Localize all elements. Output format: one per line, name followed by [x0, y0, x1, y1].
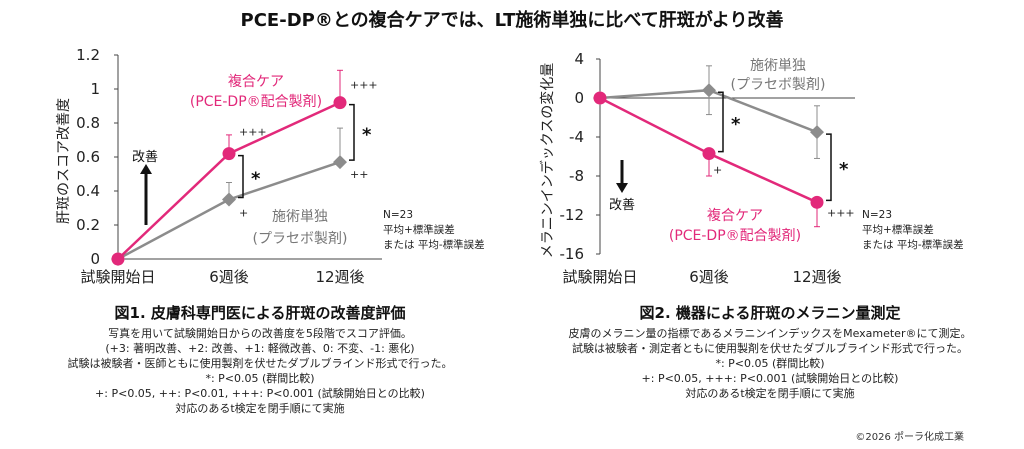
group-significance-mark: *	[731, 114, 741, 135]
stats-note: 平均+標準誤差	[862, 223, 934, 236]
x-tick-label: 試験開始日	[562, 268, 637, 286]
data-point-placebo	[702, 83, 716, 98]
y-tick-label: 0	[574, 89, 584, 107]
fig1-caption-line: *: P<0.05 (群間比較)	[205, 372, 315, 385]
x-tick-label: 12週後	[315, 268, 364, 286]
significance-mark: +++	[239, 126, 267, 139]
y-tick-label: 0.8	[76, 114, 100, 132]
y-axis-label: メラニンインデックスの変化量	[539, 63, 556, 259]
x-tick-label: 6週後	[209, 268, 249, 286]
group-significance-mark: *	[251, 169, 261, 190]
fig2-caption-line: +: P<0.05, +++: P<0.001 (試験開始日との比較)	[641, 372, 899, 385]
fig1-caption-line: +: P<0.05, ++: P<0.01, +++: P<0.001 (試験開…	[95, 387, 425, 400]
copyright: ©2026 ポーラ化成工業	[855, 432, 964, 443]
group-significance-bracket	[718, 91, 724, 153]
fig1-caption-line: (+3: 著明改善、+2: 改善、+1: 軽微改善、0: 不変、-1: 悪化)	[105, 342, 415, 355]
fig2-title: 図2. 機器による肝斑のメラニン量測定	[639, 304, 901, 322]
improvement-label: 改善	[132, 149, 158, 165]
y-tick-label: 0.4	[76, 182, 100, 200]
data-point-combo	[222, 147, 236, 161]
x-tick-label: 6週後	[689, 268, 729, 286]
significance-mark: +++	[350, 79, 378, 92]
improvement-label: 改善	[609, 197, 635, 213]
stats-note: 平均+標準誤差	[383, 223, 455, 236]
y-tick-label: 1	[90, 80, 100, 98]
data-point-combo	[702, 147, 716, 161]
data-point-placebo	[333, 155, 347, 170]
fig2-caption-line: 皮膚のメラニン量の指標であるメラニンインデックスをMexameter®にて測定。	[568, 327, 972, 340]
group-significance-bracket	[826, 133, 832, 202]
series-sublabel-combo: (PCE-DP®配合製剤)	[190, 94, 322, 110]
stats-note: N=23	[383, 209, 413, 221]
significance-mark: +	[239, 207, 248, 220]
y-tick-label: 0	[90, 250, 100, 268]
fig1-caption-line: 試験は被験者・医師ともに使用製剤を伏せたダブルブラインド形式で行った。	[67, 357, 453, 370]
data-point-placebo	[810, 125, 824, 140]
improvement-arrow-head	[616, 183, 628, 193]
y-tick-label: -4	[569, 128, 584, 146]
series-label-placebo: 施術単独	[750, 58, 806, 74]
data-point-combo	[593, 91, 607, 105]
data-point-placebo	[222, 192, 236, 207]
stats-note: または 平均-標準誤差	[862, 238, 964, 251]
fig2-caption-line: 試験は被験者・測定者ともに使用製剤を伏せたダブルブラインド形式で行った。	[572, 342, 968, 355]
significance-mark: +++	[827, 206, 855, 219]
significance-mark: +	[713, 164, 722, 177]
series-sublabel-placebo: (プラセボ製剤)	[253, 231, 348, 247]
x-tick-label: 12週後	[792, 268, 841, 286]
y-axis-label: 肝斑のスコア改善度	[56, 98, 72, 224]
data-point-combo	[810, 195, 824, 209]
fig1-title: 図1. 皮膚科専門医による肝斑の改善度評価	[114, 304, 406, 322]
y-tick-label: -12	[560, 206, 585, 224]
y-tick-label: 0.2	[76, 216, 100, 234]
data-point-combo	[333, 96, 347, 110]
improvement-arrow-head	[140, 164, 152, 174]
group-significance-bracket	[238, 154, 244, 199]
data-point-combo	[111, 252, 125, 266]
stats-note: または 平均-標準誤差	[383, 238, 485, 251]
series-sublabel-placebo: (プラセボ製剤)	[731, 77, 826, 93]
fig2-caption: 皮膚のメラニン量の指標であるメラニンインデックスをMexameter®にて測定。…	[540, 326, 1000, 401]
y-tick-label: 0.6	[76, 148, 100, 166]
fig2-caption-line: *: P<0.05 (群間比較)	[715, 357, 825, 370]
group-significance-bracket	[349, 103, 355, 161]
stats-note: N=23	[862, 209, 892, 221]
series-sublabel-combo: (PCE-DP®配合製剤)	[669, 228, 801, 244]
y-tick-label: 4	[574, 50, 584, 68]
series-label-combo: 複合ケア	[707, 207, 763, 224]
y-tick-label: -16	[560, 245, 585, 263]
fig1-caption: 写真を用いて試験開始日からの改善度を5段階でスコア評価。 (+3: 著明改善、+…	[40, 326, 480, 416]
y-tick-label: -8	[569, 167, 584, 185]
x-tick-label: 試験開始日	[80, 268, 155, 286]
fig1-caption-line: 対応のあるt検定を閉手順にて実施	[175, 402, 345, 415]
y-tick-label: 1.2	[76, 46, 100, 64]
group-significance-mark: *	[839, 159, 849, 180]
fig2-caption-line: 対応のあるt検定を閉手順にて実施	[685, 387, 855, 400]
series-label-placebo: 施術単独	[272, 209, 328, 225]
significance-mark: ++	[350, 168, 368, 181]
series-label-combo: 複合ケア	[228, 73, 284, 90]
main-title: PCE-DP®との複合ケアでは、LT施術単独に比べて肝斑がより改善	[240, 10, 784, 31]
fig1-caption-line: 写真を用いて試験開始日からの改善度を5段階でスコア評価。	[108, 327, 412, 340]
group-significance-mark: *	[362, 124, 372, 145]
